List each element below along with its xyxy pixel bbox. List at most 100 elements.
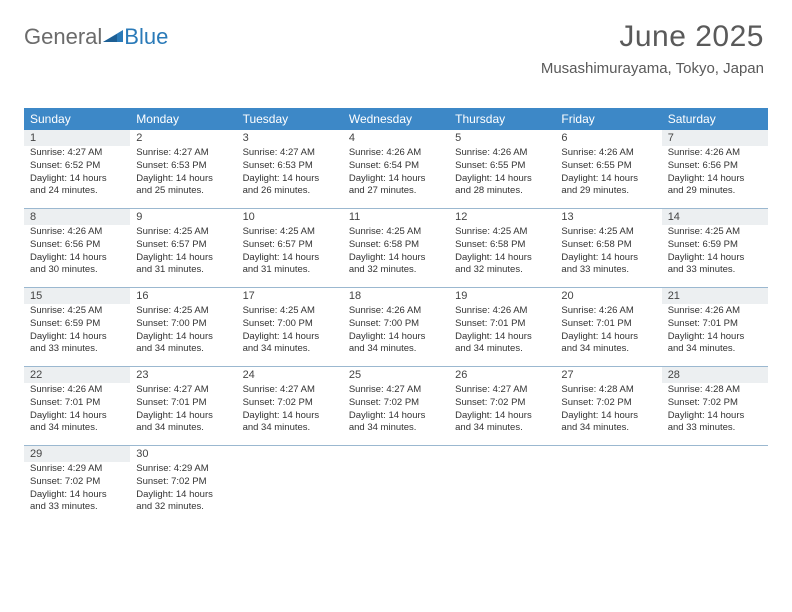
day-details: Sunrise: 4:26 AMSunset: 7:01 PMDaylight:… — [24, 383, 130, 439]
calendar-day-cell: 24Sunrise: 4:27 AMSunset: 7:02 PMDayligh… — [237, 367, 343, 445]
day-number: 17 — [237, 288, 343, 304]
logo-triangle-icon — [103, 24, 123, 50]
day-number: 28 — [662, 367, 768, 383]
daylight-line: Daylight: 14 hours and 27 minutes. — [349, 173, 443, 199]
daylight-line: Daylight: 14 hours and 34 minutes. — [136, 410, 230, 436]
day-details: Sunrise: 4:25 AMSunset: 7:00 PMDaylight:… — [237, 304, 343, 360]
sunrise-line: Sunrise: 4:27 AM — [349, 384, 443, 397]
calendar-day-cell: 2Sunrise: 4:27 AMSunset: 6:53 PMDaylight… — [130, 130, 236, 208]
day-details: Sunrise: 4:29 AMSunset: 7:02 PMDaylight:… — [24, 462, 130, 518]
daylight-line: Daylight: 14 hours and 33 minutes. — [668, 410, 762, 436]
sunrise-line: Sunrise: 4:25 AM — [136, 305, 230, 318]
calendar-day-cell: 19Sunrise: 4:26 AMSunset: 7:01 PMDayligh… — [449, 288, 555, 366]
calendar-day-cell: 3Sunrise: 4:27 AMSunset: 6:53 PMDaylight… — [237, 130, 343, 208]
day-number: 15 — [24, 288, 130, 304]
calendar-day-cell: 21Sunrise: 4:26 AMSunset: 7:01 PMDayligh… — [662, 288, 768, 366]
calendar-day-cell: 5Sunrise: 4:26 AMSunset: 6:55 PMDaylight… — [449, 130, 555, 208]
daylight-line: Daylight: 14 hours and 29 minutes. — [561, 173, 655, 199]
day-details: Sunrise: 4:25 AMSunset: 6:59 PMDaylight:… — [662, 225, 768, 281]
sunrise-line: Sunrise: 4:25 AM — [349, 226, 443, 239]
sunrise-line: Sunrise: 4:27 AM — [30, 147, 124, 160]
day-number: 14 — [662, 209, 768, 225]
calendar-day-cell: 6Sunrise: 4:26 AMSunset: 6:55 PMDaylight… — [555, 130, 661, 208]
calendar-week-row: 1Sunrise: 4:27 AMSunset: 6:52 PMDaylight… — [24, 130, 768, 209]
calendar-week-row: 29Sunrise: 4:29 AMSunset: 7:02 PMDayligh… — [24, 446, 768, 524]
daylight-line: Daylight: 14 hours and 26 minutes. — [243, 173, 337, 199]
day-number: 7 — [662, 130, 768, 146]
day-details: Sunrise: 4:26 AMSunset: 6:55 PMDaylight:… — [555, 146, 661, 202]
sunset-line: Sunset: 6:58 PM — [349, 239, 443, 252]
day-number: 9 — [130, 209, 236, 225]
day-number: 1 — [24, 130, 130, 146]
day-details: Sunrise: 4:27 AMSunset: 6:53 PMDaylight:… — [130, 146, 236, 202]
sunrise-line: Sunrise: 4:26 AM — [30, 384, 124, 397]
sunset-line: Sunset: 7:02 PM — [561, 397, 655, 410]
daylight-line: Daylight: 14 hours and 32 minutes. — [349, 252, 443, 278]
day-details: Sunrise: 4:27 AMSunset: 7:01 PMDaylight:… — [130, 383, 236, 439]
sunset-line: Sunset: 6:58 PM — [561, 239, 655, 252]
sunrise-line: Sunrise: 4:25 AM — [668, 226, 762, 239]
sunset-line: Sunset: 7:00 PM — [349, 318, 443, 331]
sunrise-line: Sunrise: 4:29 AM — [136, 463, 230, 476]
day-number: 22 — [24, 367, 130, 383]
sunrise-line: Sunrise: 4:26 AM — [668, 305, 762, 318]
calendar-day-cell: 25Sunrise: 4:27 AMSunset: 7:02 PMDayligh… — [343, 367, 449, 445]
daylight-line: Daylight: 14 hours and 24 minutes. — [30, 173, 124, 199]
calendar-day-cell: 22Sunrise: 4:26 AMSunset: 7:01 PMDayligh… — [24, 367, 130, 445]
sunset-line: Sunset: 6:53 PM — [136, 160, 230, 173]
sunset-line: Sunset: 6:58 PM — [455, 239, 549, 252]
calendar-day-cell: 17Sunrise: 4:25 AMSunset: 7:00 PMDayligh… — [237, 288, 343, 366]
daylight-line: Daylight: 14 hours and 34 minutes. — [561, 331, 655, 357]
day-details: Sunrise: 4:25 AMSunset: 7:00 PMDaylight:… — [130, 304, 236, 360]
day-number: 4 — [343, 130, 449, 146]
day-number: 19 — [449, 288, 555, 304]
day-number: 20 — [555, 288, 661, 304]
page-header: June 2025 Musashimurayama, Tokyo, Japan — [541, 20, 764, 77]
day-details: Sunrise: 4:26 AMSunset: 7:01 PMDaylight:… — [555, 304, 661, 360]
sunrise-line: Sunrise: 4:27 AM — [243, 147, 337, 160]
calendar-header-cell: Thursday — [449, 108, 555, 130]
daylight-line: Daylight: 14 hours and 30 minutes. — [30, 252, 124, 278]
sunrise-line: Sunrise: 4:27 AM — [455, 384, 549, 397]
day-details: Sunrise: 4:26 AMSunset: 6:56 PMDaylight:… — [24, 225, 130, 281]
day-number: 5 — [449, 130, 555, 146]
sunset-line: Sunset: 6:57 PM — [136, 239, 230, 252]
calendar-day-cell: 13Sunrise: 4:25 AMSunset: 6:58 PMDayligh… — [555, 209, 661, 287]
calendar-week-row: 15Sunrise: 4:25 AMSunset: 6:59 PMDayligh… — [24, 288, 768, 367]
calendar-day-cell — [662, 446, 768, 524]
sunrise-line: Sunrise: 4:25 AM — [136, 226, 230, 239]
daylight-line: Daylight: 14 hours and 34 minutes. — [349, 331, 443, 357]
day-number: 29 — [24, 446, 130, 462]
day-details: Sunrise: 4:25 AMSunset: 6:59 PMDaylight:… — [24, 304, 130, 360]
sunrise-line: Sunrise: 4:26 AM — [455, 147, 549, 160]
day-number: 18 — [343, 288, 449, 304]
day-details: Sunrise: 4:26 AMSunset: 7:01 PMDaylight:… — [662, 304, 768, 360]
calendar-day-cell: 23Sunrise: 4:27 AMSunset: 7:01 PMDayligh… — [130, 367, 236, 445]
sunrise-line: Sunrise: 4:26 AM — [30, 226, 124, 239]
logo-text-general: General — [24, 24, 102, 50]
calendar-day-cell — [449, 446, 555, 524]
calendar-day-cell: 4Sunrise: 4:26 AMSunset: 6:54 PMDaylight… — [343, 130, 449, 208]
sunrise-line: Sunrise: 4:25 AM — [243, 305, 337, 318]
sunset-line: Sunset: 7:01 PM — [30, 397, 124, 410]
sunrise-line: Sunrise: 4:26 AM — [349, 305, 443, 318]
daylight-line: Daylight: 14 hours and 34 minutes. — [455, 410, 549, 436]
sunrise-line: Sunrise: 4:25 AM — [243, 226, 337, 239]
calendar-header-cell: Monday — [130, 108, 236, 130]
calendar-day-cell: 27Sunrise: 4:28 AMSunset: 7:02 PMDayligh… — [555, 367, 661, 445]
daylight-line: Daylight: 14 hours and 34 minutes. — [349, 410, 443, 436]
daylight-line: Daylight: 14 hours and 34 minutes. — [561, 410, 655, 436]
sunrise-line: Sunrise: 4:27 AM — [136, 147, 230, 160]
day-details: Sunrise: 4:27 AMSunset: 6:52 PMDaylight:… — [24, 146, 130, 202]
sunset-line: Sunset: 7:02 PM — [455, 397, 549, 410]
sunset-line: Sunset: 6:59 PM — [668, 239, 762, 252]
location-text: Musashimurayama, Tokyo, Japan — [541, 60, 764, 77]
calendar-header-cell: Sunday — [24, 108, 130, 130]
sunrise-line: Sunrise: 4:26 AM — [349, 147, 443, 160]
sunset-line: Sunset: 7:01 PM — [455, 318, 549, 331]
daylight-line: Daylight: 14 hours and 25 minutes. — [136, 173, 230, 199]
day-number: 11 — [343, 209, 449, 225]
sunset-line: Sunset: 6:54 PM — [349, 160, 443, 173]
day-details: Sunrise: 4:25 AMSunset: 6:57 PMDaylight:… — [237, 225, 343, 281]
daylight-line: Daylight: 14 hours and 33 minutes. — [668, 252, 762, 278]
